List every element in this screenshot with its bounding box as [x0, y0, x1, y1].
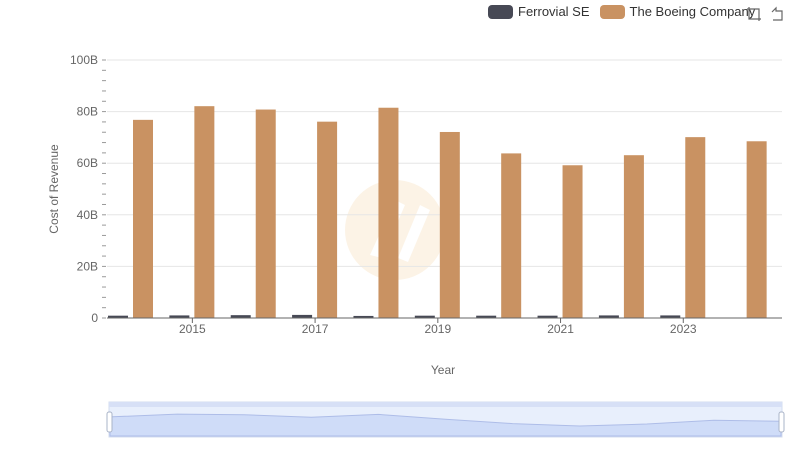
legend-swatch-boeing [599, 4, 625, 19]
zoom-top-bar[interactable] [109, 402, 782, 407]
zoom-preview-area [109, 413, 782, 437]
bar-boeing-2022[interactable] [623, 155, 644, 318]
restore-icon[interactable] [770, 6, 786, 22]
bar-ferrovial-2015[interactable] [169, 315, 190, 318]
bar-ferrovial-2020[interactable] [476, 315, 497, 318]
bars [108, 106, 767, 318]
bar-boeing-2024[interactable] [746, 141, 767, 318]
y-axis-title: Cost of Revenue [47, 144, 61, 234]
x-tick-label: 2023 [670, 322, 697, 336]
bar-boeing-2015[interactable] [194, 106, 215, 318]
bar-boeing-2016[interactable] [255, 109, 276, 318]
legend-label-ferrovial: Ferrovial SE [518, 4, 590, 19]
y-axis: 0 20B 40B 60B 80B 100B [70, 53, 106, 325]
bar-ferrovial-2022[interactable] [598, 315, 619, 318]
y-tick-label: 40B [77, 208, 98, 222]
y-tick-label: 20B [77, 259, 98, 273]
x-tick-label: 2019 [424, 322, 451, 336]
bar-ferrovial-2023[interactable] [660, 315, 681, 318]
legend-item-boeing[interactable]: The Boeing Company [599, 4, 756, 19]
bar-ferrovial-2016[interactable] [230, 315, 251, 318]
legend-label-boeing: The Boeing Company [629, 4, 756, 19]
x-tick-label: 2021 [547, 322, 574, 336]
bar-boeing-2017[interactable] [317, 121, 338, 318]
bar-ferrovial-2014[interactable] [108, 315, 128, 318]
bar-boeing-2019[interactable] [439, 131, 460, 318]
bar-ferrovial-2021[interactable] [537, 315, 558, 318]
bar-boeing-2021[interactable] [562, 165, 583, 318]
zoom-icon[interactable] [746, 6, 762, 22]
y-tick-label: 60B [77, 156, 98, 170]
x-tick-label: 2015 [179, 322, 206, 336]
zoom-handle-right[interactable] [778, 411, 785, 433]
toolbox [746, 6, 786, 22]
bar-ferrovial-2017[interactable] [292, 314, 313, 318]
zoom-handle-left[interactable] [106, 411, 113, 433]
y-tick-label: 80B [77, 105, 98, 119]
data-zoom-slider[interactable] [106, 401, 785, 438]
legend-swatch-ferrovial [488, 4, 513, 19]
legend-item-ferrovial[interactable]: Ferrovial SE [488, 4, 590, 19]
x-tick-label: 2017 [302, 322, 329, 336]
bar-ferrovial-2018[interactable] [353, 315, 374, 318]
bar-boeing-2020[interactable] [501, 153, 522, 318]
legend: Ferrovial SE The Boeing Company [488, 4, 765, 19]
bar-boeing-2018[interactable] [378, 107, 399, 318]
bar-boeing-2014[interactable] [133, 119, 153, 318]
y-tick-label: 0 [91, 311, 98, 325]
x-axis: 2015 2017 2019 2021 2023 [107, 317, 782, 336]
bar-ferrovial-2019[interactable] [414, 315, 435, 318]
y-tick-label: 100B [70, 53, 98, 67]
bar-boeing-2023[interactable] [685, 137, 706, 318]
x-axis-title: Year [431, 363, 455, 377]
